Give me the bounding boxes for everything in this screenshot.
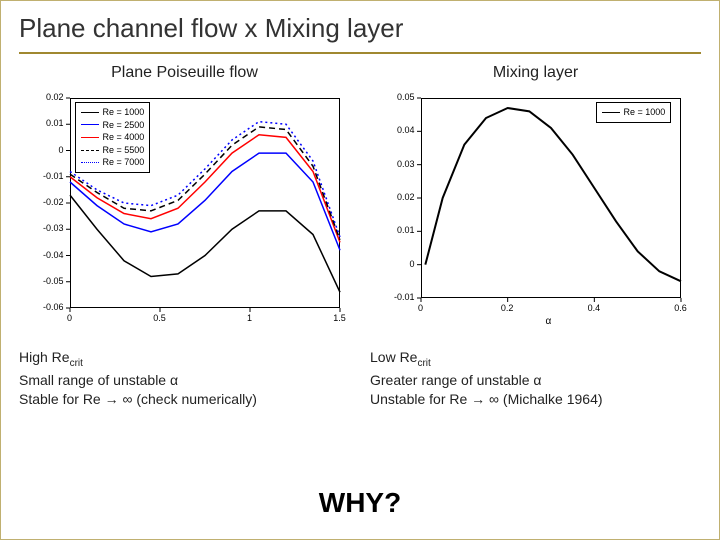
text: Low Re [370, 349, 417, 365]
right-subtitle: Mixing layer [370, 64, 701, 82]
subscript: crit [417, 358, 430, 369]
left-column: Plane Poiseuille flow 00.511.5-0.06-0.05… [19, 64, 350, 410]
slide: Plane channel flow x Mixing layer Plane … [0, 0, 720, 540]
left-notes: High Recrit Small range of unstable α St… [19, 348, 350, 410]
slide-title: Plane channel flow x Mixing layer [19, 13, 701, 54]
left-note-3: Stable for Re → ∞ (check numerically) [19, 390, 350, 410]
right-note-3: Unstable for Re → ∞ (Michalke 1964) [370, 390, 701, 410]
left-subtitle: Plane Poiseuille flow [19, 64, 350, 82]
left-note-1: High Recrit [19, 348, 350, 371]
poiseuille-chart: 00.511.5-0.06-0.05-0.04-0.03-0.02-0.0100… [20, 88, 350, 338]
text: High Re [19, 349, 70, 365]
why-text: WHY? [1, 487, 719, 519]
mixing-layer-chart: 00.20.40.6-0.0100.010.020.030.040.05αRe … [371, 88, 701, 338]
left-note-2: Small range of unstable α [19, 371, 350, 391]
right-note-2: Greater range of unstable α [370, 371, 701, 391]
right-column: Mixing layer 00.20.40.6-0.0100.010.020.0… [370, 64, 701, 410]
right-note-1: Low Recrit [370, 348, 701, 371]
right-notes: Low Recrit Greater range of unstable α U… [370, 348, 701, 410]
subscript: crit [70, 358, 83, 369]
columns: Plane Poiseuille flow 00.511.5-0.06-0.05… [19, 64, 701, 410]
